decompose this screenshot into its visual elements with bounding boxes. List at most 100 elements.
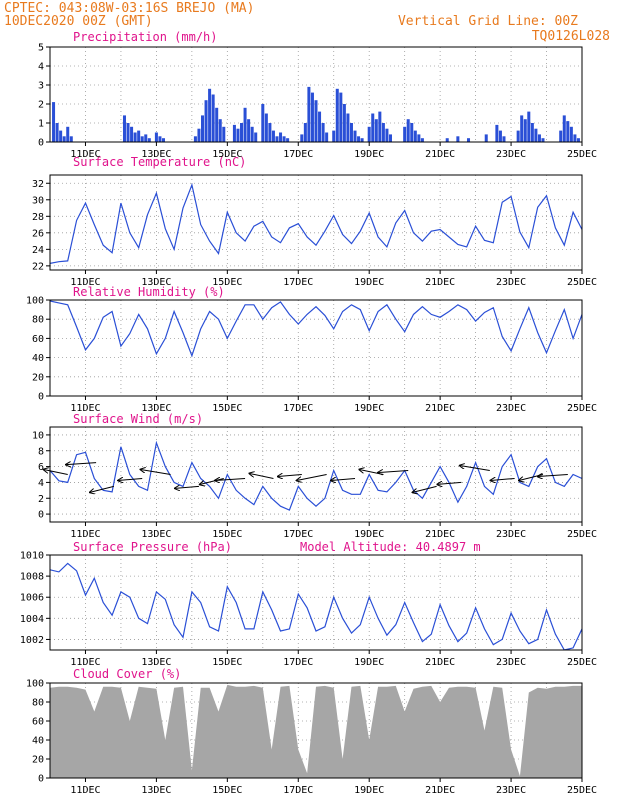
precip-bar [321, 123, 325, 142]
precip-bar [523, 119, 527, 142]
precip-bar [218, 119, 222, 142]
wind-ytick-label: 4 [38, 478, 44, 489]
wind-vector-arrow [519, 474, 544, 481]
precip-bar [325, 132, 329, 142]
pressure-xtick-label: 23DEC [496, 657, 526, 668]
temp-ytick-label: 32 [32, 179, 44, 190]
precip-xtick-label: 25DEC [567, 149, 597, 160]
cloud-ytick-label: 20 [32, 755, 44, 766]
precip-bar [264, 113, 268, 142]
precip-bar [310, 92, 314, 142]
precip-bar [222, 126, 226, 142]
precip-bar [204, 100, 208, 142]
pressure-ytick-label: 1008 [20, 572, 44, 583]
precip-ytick-label: 5 [38, 43, 44, 54]
rh-ytick-label: 80 [32, 315, 44, 326]
precip-bar [420, 138, 424, 142]
precip-bar [193, 136, 197, 142]
rh-panel: 0 20 40 60 80 100 11DEC 13DEC 15DEC 17DEC 19DEC 21D… [26, 296, 597, 415]
precip-title: Precipitation (mm/h) [73, 30, 218, 44]
cloud-xtick-label: 25DEC [567, 785, 597, 796]
wind-vector-arrow [491, 478, 515, 480]
precip-bar [282, 136, 286, 142]
precip-bar [122, 115, 126, 142]
precip-bar [140, 136, 144, 142]
precip-bar [417, 134, 421, 142]
pressure-xtick-label: 19DEC [354, 657, 384, 668]
pressure-ytick-label: 1006 [20, 593, 44, 604]
precip-bar [243, 107, 247, 142]
wind-vector-arrow [278, 475, 302, 477]
precip-bar [130, 126, 134, 142]
rh-xtick-label: 15DEC [212, 403, 242, 414]
temp-xtick-label: 23DEC [496, 277, 526, 288]
wind-vector-arrow [215, 478, 246, 480]
precip-bar [254, 132, 258, 142]
rh-ytick-label: 100 [26, 296, 44, 307]
precip-bar [342, 104, 346, 142]
precip-bar [537, 134, 541, 142]
wind-vector-arrow [538, 475, 568, 477]
precip-bar [332, 130, 336, 142]
precip-ytick-label: 4 [38, 62, 44, 73]
temp-ytick-label: 28 [32, 212, 44, 223]
pressure-xtick-label: 21DEC [425, 657, 455, 668]
pressure-xtick-label: 13DEC [141, 657, 171, 668]
precip-bar [271, 130, 275, 142]
temp-ytick-label: 26 [32, 228, 44, 239]
precip-bar [502, 136, 506, 142]
run-date-header: 10DEC2020 00Z (GMT) [4, 14, 153, 29]
temp-xtick-label: 19DEC [354, 277, 384, 288]
rh-xtick-label: 13DEC [141, 403, 171, 414]
precip-xtick-label: 17DEC [283, 149, 313, 160]
grid-note: Vertical Grid Line: 00Z [398, 14, 578, 29]
wind-vector-arrow [331, 478, 356, 480]
precip-bar [158, 136, 162, 142]
wind-vector-arrow [44, 470, 68, 475]
precip-bar [240, 123, 244, 142]
rh-xtick-label: 23DEC [496, 403, 526, 414]
temp-ytick-label: 30 [32, 195, 44, 206]
precip-bar [314, 100, 318, 142]
precip-bar [59, 130, 63, 142]
cloud-xtick-label: 23DEC [496, 785, 526, 796]
pressure-series-line [50, 562, 582, 650]
precip-xtick-label: 19DEC [354, 149, 384, 160]
temp-ytick-label: 24 [32, 245, 44, 256]
cloud-xtick-label: 21DEC [425, 785, 455, 796]
wind-vector-arrow [297, 474, 327, 481]
pressure-xtick-label: 15DEC [212, 657, 242, 668]
wind-ytick-label: 2 [38, 494, 44, 505]
wind-xtick-label: 23DEC [496, 529, 526, 540]
wind-vector-arrow [118, 478, 143, 480]
precip-ytick-label: 2 [38, 100, 44, 111]
wind-vector-arrow [460, 466, 490, 472]
rh-series-line [50, 300, 582, 358]
precip-bar [456, 136, 460, 142]
precip-bar [69, 136, 73, 142]
pressure-xtick-label: 17DEC [283, 657, 313, 668]
wind-xtick-label: 21DEC [425, 529, 455, 540]
precip-bar [133, 132, 137, 142]
pressure-panel: 1002 1004 1006 1008 1010 11DEC 13DEC 15DEC 17DEC… [20, 551, 597, 669]
precip-bar [335, 88, 339, 142]
cloud-xtick-label: 19DEC [354, 785, 384, 796]
precip-bar [52, 102, 56, 142]
precip-bar [66, 126, 70, 142]
rh-ytick-label: 20 [32, 372, 44, 383]
precip-bar [275, 136, 279, 142]
precip-bar [197, 128, 201, 142]
temp-xtick-label: 17DEC [283, 277, 313, 288]
wind-vector-arrow [437, 482, 462, 484]
rh-frame [49, 299, 583, 397]
precip-ytick-label: 1 [38, 119, 44, 130]
model-altitude: Model Altitude: 40.4897 m [300, 540, 481, 554]
cloud-ytick-label: 60 [32, 717, 44, 728]
precip-bar [268, 123, 272, 142]
precip-bar [374, 119, 378, 142]
wind-vector-arrow [90, 485, 114, 492]
precip-bar [303, 123, 307, 142]
pressure-title: Surface Pressure (hPa) [73, 540, 232, 554]
temp-frame [49, 174, 583, 271]
pressure-frame [49, 554, 583, 651]
